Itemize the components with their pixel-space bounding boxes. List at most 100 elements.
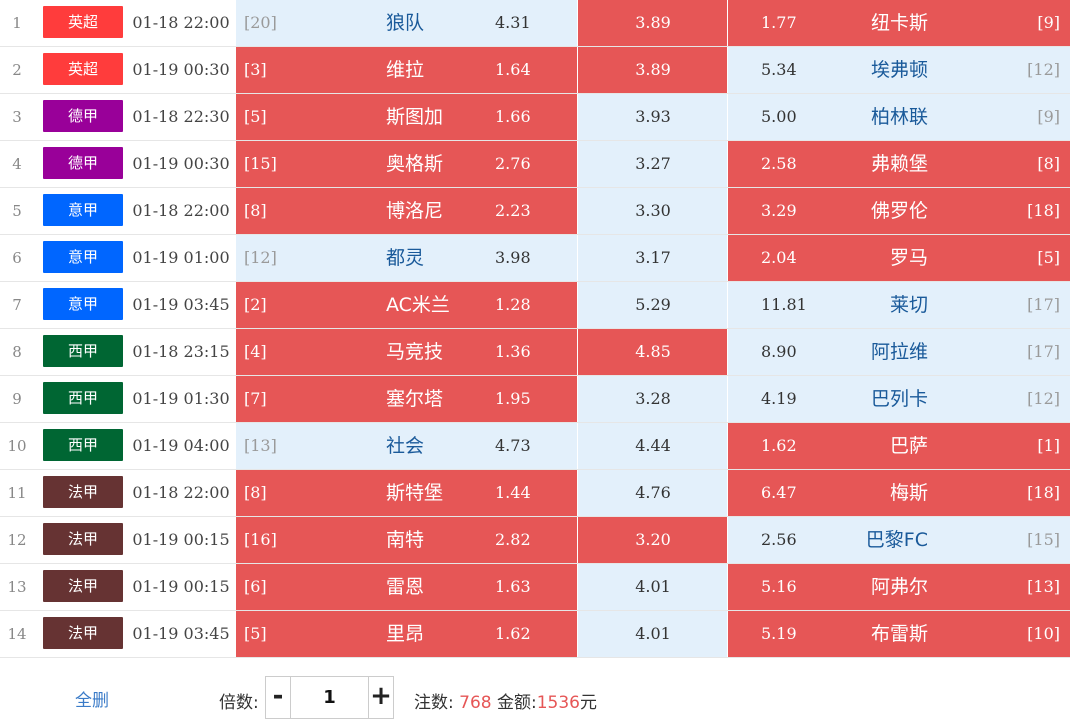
away-win-option[interactable]: 8.90 阿拉维 [17] xyxy=(727,329,1070,375)
away-win-option[interactable]: 2.58 弗赖堡 [8] xyxy=(727,141,1070,187)
home-win-option[interactable]: [3] 维拉 1.64 xyxy=(235,47,577,93)
home-odds: 2.82 xyxy=(495,530,531,549)
home-win-option[interactable]: [2] AC米兰 1.28 xyxy=(235,282,577,328)
home-rank: [5] xyxy=(244,107,267,126)
multiplier-input[interactable] xyxy=(292,677,367,718)
draw-odds: 3.20 xyxy=(635,530,671,549)
draw-option[interactable]: 5.29 xyxy=(577,282,727,328)
draw-option[interactable]: 3.89 xyxy=(577,0,727,46)
away-rank: [12] xyxy=(1027,60,1060,79)
home-odds: 1.63 xyxy=(495,577,531,596)
league-badge[interactable]: 法甲 xyxy=(43,570,123,602)
away-win-option[interactable]: 2.56 巴黎FC [15] xyxy=(727,517,1070,563)
league-badge[interactable]: 西甲 xyxy=(43,335,123,367)
home-win-option[interactable]: [5] 里昂 1.62 xyxy=(235,611,577,657)
away-team: 梅斯 xyxy=(889,482,928,504)
match-row: 4 德甲 01-19 00:30 [15] 奥格斯 2.76 3.27 2.58 弗赖堡 [8] xyxy=(0,141,1070,188)
away-rank: [18] xyxy=(1027,201,1060,220)
away-rank: [10] xyxy=(1027,624,1060,643)
league-badge[interactable]: 意甲 xyxy=(43,288,123,320)
away-odds: 2.58 xyxy=(761,154,797,173)
home-win-option[interactable]: [12] 都灵 3.98 xyxy=(235,235,577,281)
home-team: 里昂 xyxy=(386,623,425,645)
away-team: 柏林联 xyxy=(870,106,928,128)
away-win-option[interactable]: 6.47 梅斯 [18] xyxy=(727,470,1070,516)
league-badge[interactable]: 法甲 xyxy=(43,476,123,508)
away-rank: [8] xyxy=(1037,154,1060,173)
home-win-option[interactable]: [5] 斯图加 1.66 xyxy=(235,94,577,140)
increase-multiplier-button[interactable]: + xyxy=(368,677,393,718)
away-odds: 3.29 xyxy=(761,201,797,220)
away-win-option[interactable]: 4.19 巴列卡 [12] xyxy=(727,376,1070,422)
footer-bar: 全删 倍数: - + 注数: 768 金额:1536元 xyxy=(0,658,1070,720)
home-rank: [12] xyxy=(244,248,277,267)
multiplier-label: 倍数: xyxy=(219,693,259,713)
home-rank: [7] xyxy=(244,389,267,408)
away-win-option[interactable]: 5.16 阿弗尔 [13] xyxy=(727,564,1070,610)
away-win-option[interactable]: 1.62 巴萨 [1] xyxy=(727,423,1070,469)
draw-option[interactable]: 3.93 xyxy=(577,94,727,140)
league-badge[interactable]: 西甲 xyxy=(43,429,123,461)
away-win-option[interactable]: 5.19 布雷斯 [10] xyxy=(727,611,1070,657)
draw-option[interactable]: 3.89 xyxy=(577,47,727,93)
draw-option[interactable]: 3.20 xyxy=(577,517,727,563)
match-time: 01-19 01:30 xyxy=(132,389,230,408)
away-win-option[interactable]: 5.00 柏林联 [9] xyxy=(727,94,1070,140)
home-odds: 1.62 xyxy=(495,624,531,643)
league-badge[interactable]: 德甲 xyxy=(43,100,123,132)
row-index: 12 xyxy=(7,531,27,549)
row-index: 13 xyxy=(7,578,27,596)
home-odds: 1.28 xyxy=(495,295,531,314)
draw-option[interactable]: 4.76 xyxy=(577,470,727,516)
draw-option[interactable]: 4.44 xyxy=(577,423,727,469)
home-odds: 3.98 xyxy=(495,248,531,267)
match-row: 9 西甲 01-19 01:30 [7] 塞尔塔 1.95 3.28 4.19 巴列卡 [12] xyxy=(0,376,1070,423)
league-badge[interactable]: 法甲 xyxy=(43,617,123,649)
draw-option[interactable]: 4.01 xyxy=(577,564,727,610)
home-win-option[interactable]: [15] 奥格斯 2.76 xyxy=(235,141,577,187)
home-team: 塞尔塔 xyxy=(386,388,444,410)
home-win-option[interactable]: [20] 狼队 4.31 xyxy=(235,0,577,46)
home-win-option[interactable]: [6] 雷恩 1.63 xyxy=(235,564,577,610)
draw-option[interactable]: 4.85 xyxy=(577,329,727,375)
home-win-option[interactable]: [13] 社会 4.73 xyxy=(235,423,577,469)
match-row: 1 英超 01-18 22:00 [20] 狼队 4.31 3.89 1.77 纽卡斯 [9] xyxy=(0,0,1070,47)
draw-option[interactable]: 3.28 xyxy=(577,376,727,422)
home-odds: 4.73 xyxy=(495,436,531,455)
league-badge[interactable]: 德甲 xyxy=(43,147,123,179)
league-badge[interactable]: 意甲 xyxy=(43,241,123,273)
home-team: 马竞技 xyxy=(386,341,444,363)
home-win-option[interactable]: [4] 马竞技 1.36 xyxy=(235,329,577,375)
match-time: 01-19 00:15 xyxy=(132,530,230,549)
league-badge[interactable]: 英超 xyxy=(43,53,123,85)
home-win-option[interactable]: [7] 塞尔塔 1.95 xyxy=(235,376,577,422)
home-win-option[interactable]: [8] 斯特堡 1.44 xyxy=(235,470,577,516)
away-odds: 4.19 xyxy=(761,389,797,408)
away-win-option[interactable]: 5.34 埃弗顿 [12] xyxy=(727,47,1070,93)
draw-option[interactable]: 3.17 xyxy=(577,235,727,281)
league-badge[interactable]: 西甲 xyxy=(43,382,123,414)
draw-option[interactable]: 3.30 xyxy=(577,188,727,234)
home-team: 斯特堡 xyxy=(386,482,444,504)
league-badge[interactable]: 法甲 xyxy=(43,523,123,555)
home-win-option[interactable]: [8] 博洛尼 2.23 xyxy=(235,188,577,234)
draw-option[interactable]: 3.27 xyxy=(577,141,727,187)
draw-option[interactable]: 4.01 xyxy=(577,611,727,657)
home-team: 奥格斯 xyxy=(386,153,444,175)
away-rank: [18] xyxy=(1027,483,1060,502)
match-time: 01-19 00:30 xyxy=(132,154,230,173)
league-badge[interactable]: 意甲 xyxy=(43,194,123,226)
away-win-option[interactable]: 3.29 佛罗伦 [18] xyxy=(727,188,1070,234)
clear-all-button[interactable]: 全删 xyxy=(75,691,109,711)
decrease-multiplier-button[interactable]: - xyxy=(266,677,291,718)
home-rank: [6] xyxy=(244,577,267,596)
match-time: 01-19 03:45 xyxy=(132,295,230,314)
away-win-option[interactable]: 2.04 罗马 [5] xyxy=(727,235,1070,281)
away-win-option[interactable]: 11.81 莱切 [17] xyxy=(727,282,1070,328)
home-win-option[interactable]: [16] 南特 2.82 xyxy=(235,517,577,563)
league-badge[interactable]: 英超 xyxy=(43,6,123,38)
bets-count: 768 xyxy=(459,693,492,713)
home-odds: 2.23 xyxy=(495,201,531,220)
away-win-option[interactable]: 1.77 纽卡斯 [9] xyxy=(727,0,1070,46)
away-rank: [17] xyxy=(1027,295,1060,314)
